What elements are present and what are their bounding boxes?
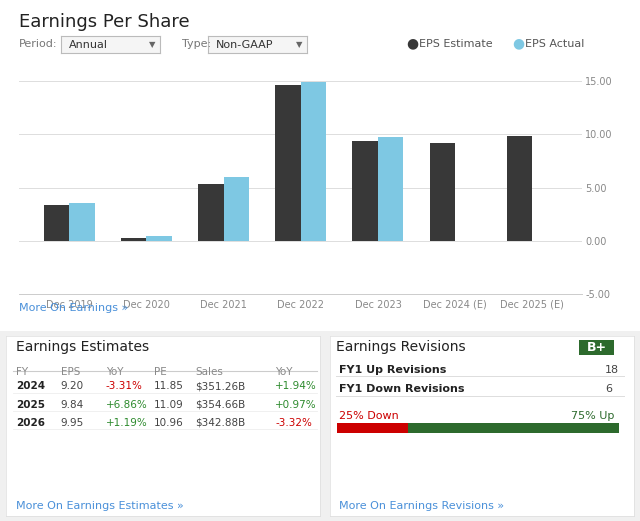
Text: ●: ● <box>512 37 524 51</box>
Text: 2024: 2024 <box>16 381 45 391</box>
Text: Sales: Sales <box>195 367 223 377</box>
Text: EPS Estimate: EPS Estimate <box>419 39 493 49</box>
Text: EPS: EPS <box>61 367 80 377</box>
Text: 11.09: 11.09 <box>154 400 183 410</box>
Text: FY1 Up Revisions: FY1 Up Revisions <box>339 365 447 375</box>
Bar <box>198 183 223 241</box>
Text: 9.84: 9.84 <box>61 400 84 410</box>
Text: B+: B+ <box>587 341 607 354</box>
Bar <box>507 136 532 241</box>
Text: 9.20: 9.20 <box>61 381 84 391</box>
Text: YoY: YoY <box>275 367 292 377</box>
Text: 2026: 2026 <box>16 418 45 428</box>
Text: 75% Up: 75% Up <box>571 411 614 420</box>
Text: ▼: ▼ <box>149 40 156 49</box>
Text: 10.96: 10.96 <box>154 418 183 428</box>
Bar <box>69 203 95 241</box>
Text: 9.95: 9.95 <box>61 418 84 428</box>
Text: Type:: Type: <box>182 39 212 49</box>
Text: Earnings Per Share: Earnings Per Share <box>19 13 190 31</box>
Text: Annual: Annual <box>68 40 108 50</box>
Text: Non-GAAP: Non-GAAP <box>216 40 273 50</box>
Bar <box>337 423 408 433</box>
Text: More On Earnings Revisions »: More On Earnings Revisions » <box>339 501 504 511</box>
Bar <box>378 137 403 241</box>
Text: EPS Actual: EPS Actual <box>525 39 584 49</box>
Bar <box>408 423 619 433</box>
Text: -3.31%: -3.31% <box>106 381 143 391</box>
Text: More On Earnings Estimates »: More On Earnings Estimates » <box>16 501 184 511</box>
Text: 6: 6 <box>605 384 612 394</box>
Text: -3.32%: -3.32% <box>275 418 312 428</box>
Text: +1.19%: +1.19% <box>106 418 147 428</box>
Text: Period:: Period: <box>19 39 58 49</box>
Text: $351.26B: $351.26B <box>195 381 246 391</box>
Bar <box>44 205 69 241</box>
Text: +0.97%: +0.97% <box>275 400 317 410</box>
Text: YoY: YoY <box>106 367 123 377</box>
Text: $342.88B: $342.88B <box>195 418 246 428</box>
Text: PE: PE <box>154 367 166 377</box>
Text: FY1 Down Revisions: FY1 Down Revisions <box>339 384 465 394</box>
Text: +6.86%: +6.86% <box>106 400 147 410</box>
Bar <box>275 84 301 241</box>
Bar <box>147 237 172 241</box>
Text: 2025: 2025 <box>16 400 45 410</box>
Bar <box>121 238 147 241</box>
Text: FY: FY <box>16 367 28 377</box>
Text: More On Earnings »: More On Earnings » <box>19 303 129 314</box>
Text: 25% Down: 25% Down <box>339 411 399 420</box>
Bar <box>223 177 249 241</box>
Bar <box>301 82 326 241</box>
Bar <box>429 143 455 241</box>
Text: $354.66B: $354.66B <box>195 400 246 410</box>
Text: ●: ● <box>406 37 419 51</box>
Text: 18: 18 <box>605 365 619 375</box>
Bar <box>353 141 378 241</box>
Text: +1.94%: +1.94% <box>275 381 317 391</box>
Text: Earnings Revisions: Earnings Revisions <box>336 340 466 354</box>
Text: ▼: ▼ <box>296 40 303 49</box>
Text: 11.85: 11.85 <box>154 381 184 391</box>
Text: Earnings Estimates: Earnings Estimates <box>16 340 149 354</box>
